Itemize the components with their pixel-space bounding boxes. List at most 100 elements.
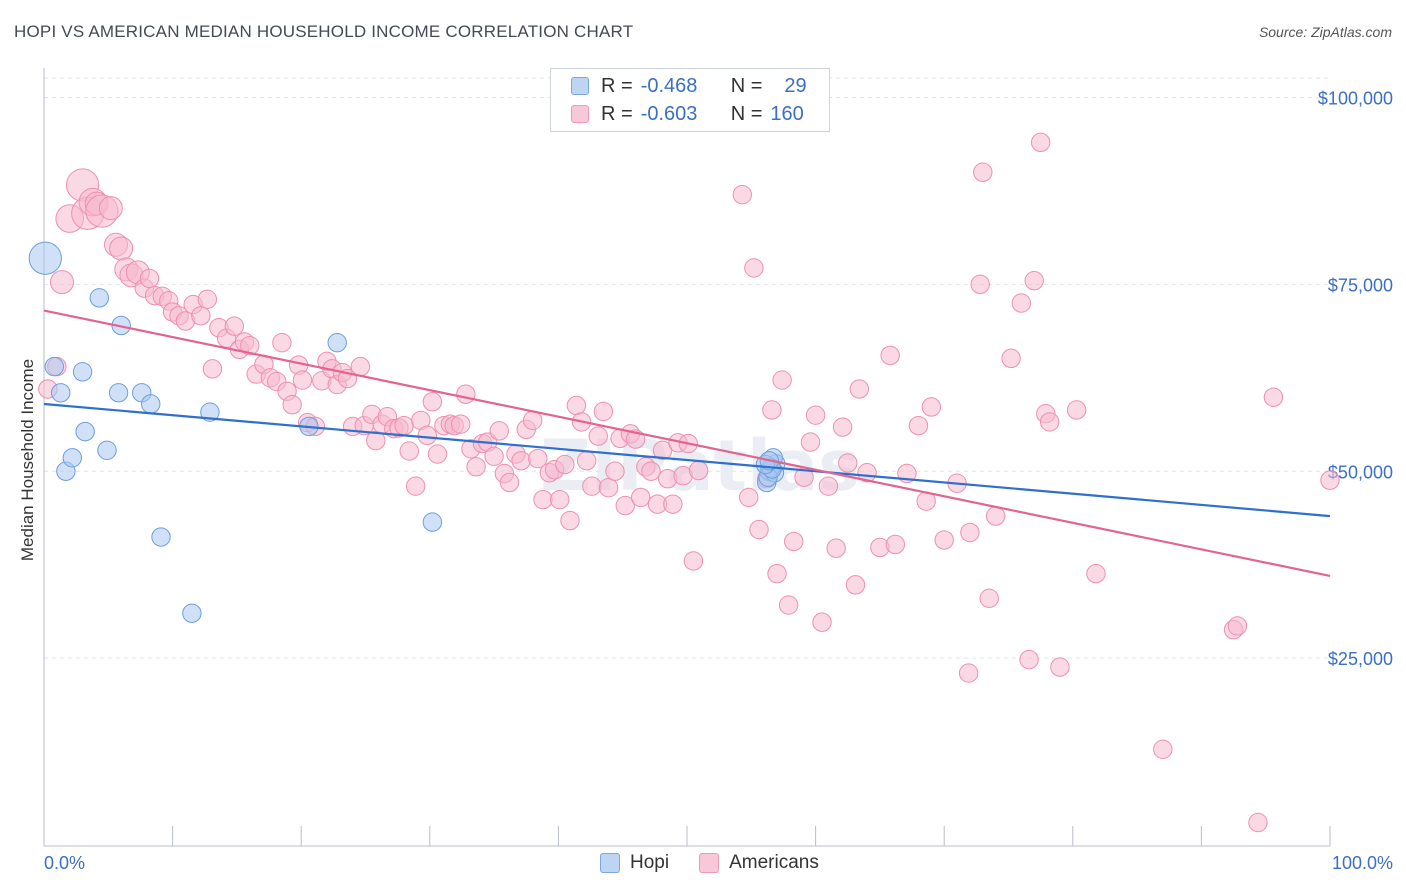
americans-point: [762, 400, 782, 420]
americans-point: [582, 476, 602, 496]
americans-point: [422, 392, 443, 412]
americans-point: [1001, 348, 1021, 369]
americans-n-label: N =: [730, 102, 763, 125]
americans-point: [921, 397, 942, 417]
americans-point: [191, 306, 211, 326]
americans-point: [960, 522, 980, 543]
americans-point: [549, 489, 570, 510]
americans-point: [139, 268, 160, 289]
americans-point: [857, 463, 877, 483]
chart-source: Source: ZipAtlas.com: [1258, 24, 1392, 40]
americans-point: [744, 258, 764, 278]
americans-n-value: 160: [770, 102, 804, 125]
americans-point: [555, 454, 575, 475]
americans-point: [593, 401, 614, 422]
americans-point: [109, 236, 134, 261]
americans-r-label: R =: [601, 102, 633, 125]
legend-row-americans: R = -0.603 N = 160: [571, 102, 804, 126]
americans-point: [908, 415, 929, 436]
americans-point: [499, 472, 520, 493]
americans-point: [1019, 649, 1039, 670]
americans-point: [1263, 387, 1284, 407]
americans-point: [566, 395, 587, 416]
americans-point: [399, 441, 419, 461]
americans-point: [880, 345, 900, 366]
americans-point: [427, 444, 448, 464]
americans-point: [615, 495, 635, 516]
hopi-point: [62, 448, 82, 468]
legend-item-hopi: Hopi: [600, 852, 669, 874]
hopi-point: [182, 603, 202, 623]
americans-point: [1050, 657, 1070, 677]
stats-legend: R = -0.468 N = 29 R = -0.603 N = 160: [550, 68, 830, 132]
americans-point: [197, 289, 218, 310]
americans-point: [985, 506, 1006, 526]
hopi-point: [151, 527, 171, 547]
americans-legend-swatch: [699, 853, 720, 873]
americans-point: [767, 563, 787, 584]
americans-point: [417, 425, 437, 446]
americans-point: [511, 451, 531, 471]
hopi-point: [97, 440, 117, 461]
americans-point: [805, 405, 826, 425]
hopi-point: [51, 383, 71, 403]
americans-swatch: [571, 105, 589, 123]
hopi-point: [108, 383, 129, 403]
americans-point: [484, 446, 504, 466]
americans-point: [533, 489, 553, 510]
series-legend: Hopi Americans: [600, 852, 849, 874]
hopi-trend-line: [43, 402, 1331, 518]
americans-point: [528, 448, 548, 469]
americans-point: [405, 476, 426, 496]
americans-point: [394, 415, 414, 436]
americans-point: [598, 477, 619, 498]
chart-title: HOPI VS AMERICAN MEDIAN HOUSEHOLD INCOME…: [14, 22, 634, 41]
americans-point: [1030, 132, 1051, 153]
americans-trend-line: [43, 309, 1331, 577]
americans-point: [970, 274, 990, 295]
hopi-point: [200, 402, 220, 422]
hopi-point: [75, 421, 95, 442]
americans-point: [832, 417, 853, 437]
americans-point: [489, 421, 509, 441]
americans-point: [1086, 563, 1106, 584]
americans-point: [979, 588, 999, 609]
americans-legend-label: Americans: [729, 852, 819, 873]
americans-point: [98, 196, 123, 221]
americans-point: [688, 460, 709, 481]
americans-point: [958, 663, 979, 683]
x-tick-label: 0.0%: [44, 853, 85, 873]
hopi-n-value: 29: [784, 74, 807, 97]
americans-point: [849, 379, 870, 399]
americans-point: [800, 432, 821, 452]
americans-point: [885, 534, 906, 555]
americans-point: [934, 530, 954, 550]
americans-point: [973, 162, 993, 182]
americans-point: [1153, 739, 1173, 760]
americans-point: [826, 538, 846, 558]
americans-point: [450, 414, 471, 434]
legend-row-hopi: R = -0.468 N = 29: [571, 74, 807, 98]
americans-point: [272, 332, 292, 353]
americans-point: [1248, 812, 1268, 833]
hopi-r-label: R =: [601, 74, 633, 97]
americans-point: [240, 335, 260, 356]
y-tick-label: $25,000: [1328, 649, 1393, 669]
hopi-legend-label: Hopi: [630, 852, 670, 873]
americans-point: [663, 494, 683, 514]
americans-point: [350, 356, 371, 377]
legend-item-americans: Americans: [699, 852, 819, 874]
americans-point: [784, 531, 804, 552]
americans-point: [683, 551, 704, 571]
y-tick-label: $50,000: [1328, 462, 1393, 482]
americans-point: [560, 510, 580, 531]
americans-point: [838, 453, 858, 473]
americans-point: [818, 476, 839, 496]
hopi-point: [72, 362, 93, 382]
americans-point: [466, 457, 486, 477]
hopi-n-label: N =: [730, 74, 763, 97]
americans-point: [812, 612, 832, 632]
hopi-point: [141, 394, 161, 414]
americans-point: [845, 575, 866, 595]
